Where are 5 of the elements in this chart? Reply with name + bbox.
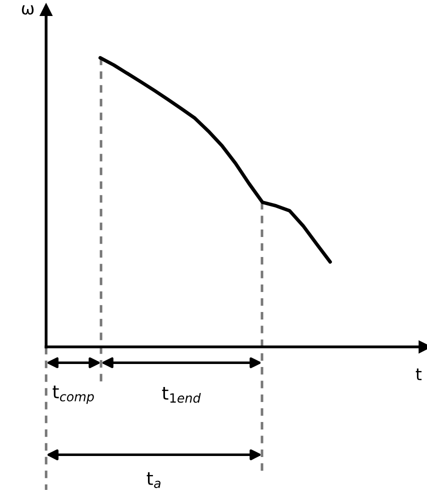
text: t$_{1end}$ [162, 386, 201, 403]
y-axis-title: ω [22, 5, 34, 15]
text: t$_{comp}$ [52, 386, 94, 404]
x-axis-title: t [416, 368, 422, 380]
text: t$_{a}$ [146, 472, 160, 488]
